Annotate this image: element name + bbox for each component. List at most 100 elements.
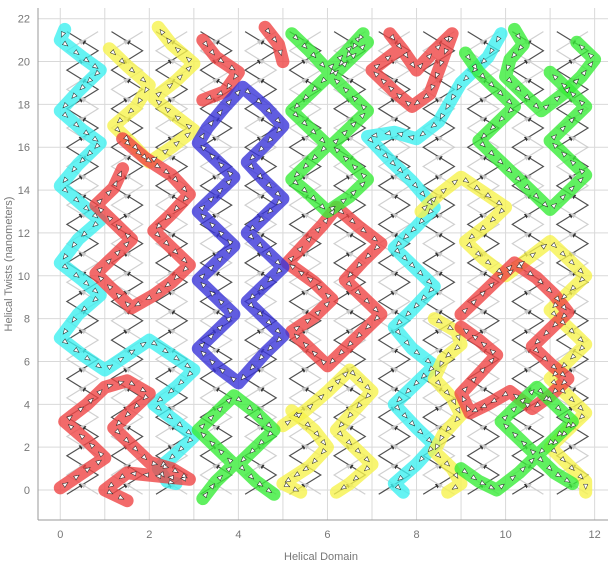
series-marker — [172, 176, 179, 183]
series-marker — [570, 91, 577, 98]
scaffold-arrow — [525, 290, 532, 296]
series-marker — [578, 168, 586, 175]
series-marker — [277, 49, 283, 57]
series-marker — [506, 64, 512, 72]
series-marker — [444, 48, 449, 55]
scaffold-arrow — [434, 232, 442, 238]
series-marker — [397, 166, 404, 174]
series-marker — [155, 404, 162, 411]
series-marker — [537, 387, 544, 394]
series-marker — [470, 474, 478, 481]
series-marker — [128, 66, 136, 73]
series-marker — [527, 270, 534, 277]
series-marker — [174, 47, 182, 54]
series-marker — [155, 288, 163, 294]
series-marker — [244, 88, 251, 95]
scaffold-arrow — [169, 367, 176, 373]
series-marker — [501, 391, 509, 397]
y-tick-label: 20 — [18, 57, 30, 69]
scaffold-arrow — [434, 155, 442, 161]
series-marker — [510, 406, 517, 413]
series-marker — [92, 212, 99, 219]
series-marker — [439, 60, 445, 67]
series-marker — [311, 350, 318, 357]
series-marker — [124, 232, 131, 239]
series-marker — [155, 222, 163, 229]
series-marker — [225, 247, 232, 254]
scaffold-arrow — [390, 309, 397, 315]
series-marker — [480, 132, 488, 139]
series-marker — [435, 443, 441, 451]
series-marker — [311, 457, 318, 464]
series-marker — [462, 328, 470, 335]
series-marker — [137, 97, 143, 104]
series-marker — [489, 349, 497, 356]
series-marker — [462, 177, 470, 183]
scaffold-strand — [110, 31, 144, 495]
series-marker — [564, 477, 571, 483]
series-marker — [292, 34, 299, 41]
series-marker — [217, 57, 225, 63]
scaffold-arrow — [434, 425, 442, 431]
series-marker — [118, 473, 126, 480]
series-marker — [507, 106, 514, 114]
series-marker — [287, 255, 294, 262]
series-marker — [216, 324, 223, 332]
scaffold-arrow — [525, 174, 532, 180]
series-marker — [509, 475, 516, 481]
scaffold-arrow — [302, 367, 310, 373]
series-marker — [496, 199, 503, 206]
series-marker — [123, 436, 130, 443]
series-marker — [329, 357, 336, 364]
series-marker — [516, 262, 523, 269]
series-marker — [465, 53, 471, 61]
series-marker — [258, 216, 265, 223]
series-marker — [151, 156, 158, 163]
series-marker — [96, 198, 103, 205]
series-marker — [341, 61, 348, 68]
series-marker — [311, 154, 318, 161]
series-marker — [419, 130, 426, 137]
series-marker — [559, 456, 566, 463]
series-marker — [430, 84, 436, 91]
series-marker — [218, 230, 225, 237]
series-marker — [410, 226, 417, 233]
series-marker — [445, 103, 451, 110]
scaffold-arrow — [169, 290, 176, 296]
y-tick-label: 18 — [18, 99, 30, 111]
series-marker — [118, 380, 125, 386]
scaffold-arrow — [523, 232, 531, 238]
series-marker — [134, 301, 141, 307]
series-marker — [162, 149, 169, 155]
series-marker — [461, 307, 468, 314]
scaffold-arrow — [124, 483, 131, 489]
series-marker — [124, 301, 131, 308]
series-marker — [301, 42, 308, 49]
scaffold-strand — [199, 31, 233, 495]
series-marker — [417, 428, 424, 435]
series-marker — [342, 155, 350, 162]
series-marker — [92, 296, 99, 303]
series-marker — [106, 284, 114, 291]
series-marker — [179, 476, 187, 482]
scaffold-arrow — [212, 309, 219, 315]
series-marker — [417, 269, 424, 276]
scaffold-arrow — [525, 213, 532, 219]
series-marker — [408, 420, 416, 427]
series-marker — [440, 188, 447, 194]
series-marker — [561, 293, 568, 300]
series-marker — [517, 44, 524, 51]
series-marker — [207, 196, 215, 203]
series-marker — [105, 258, 112, 265]
series-marker — [396, 132, 404, 138]
series-marker — [298, 270, 305, 277]
series-marker — [396, 396, 403, 403]
series-marker — [283, 482, 291, 488]
series-marker — [559, 387, 566, 394]
series-marker — [556, 430, 563, 437]
series-marker — [455, 406, 461, 414]
series-marker — [132, 445, 139, 452]
scaffold-arrow — [258, 405, 265, 412]
series-marker — [455, 334, 461, 341]
series-marker — [532, 102, 540, 109]
